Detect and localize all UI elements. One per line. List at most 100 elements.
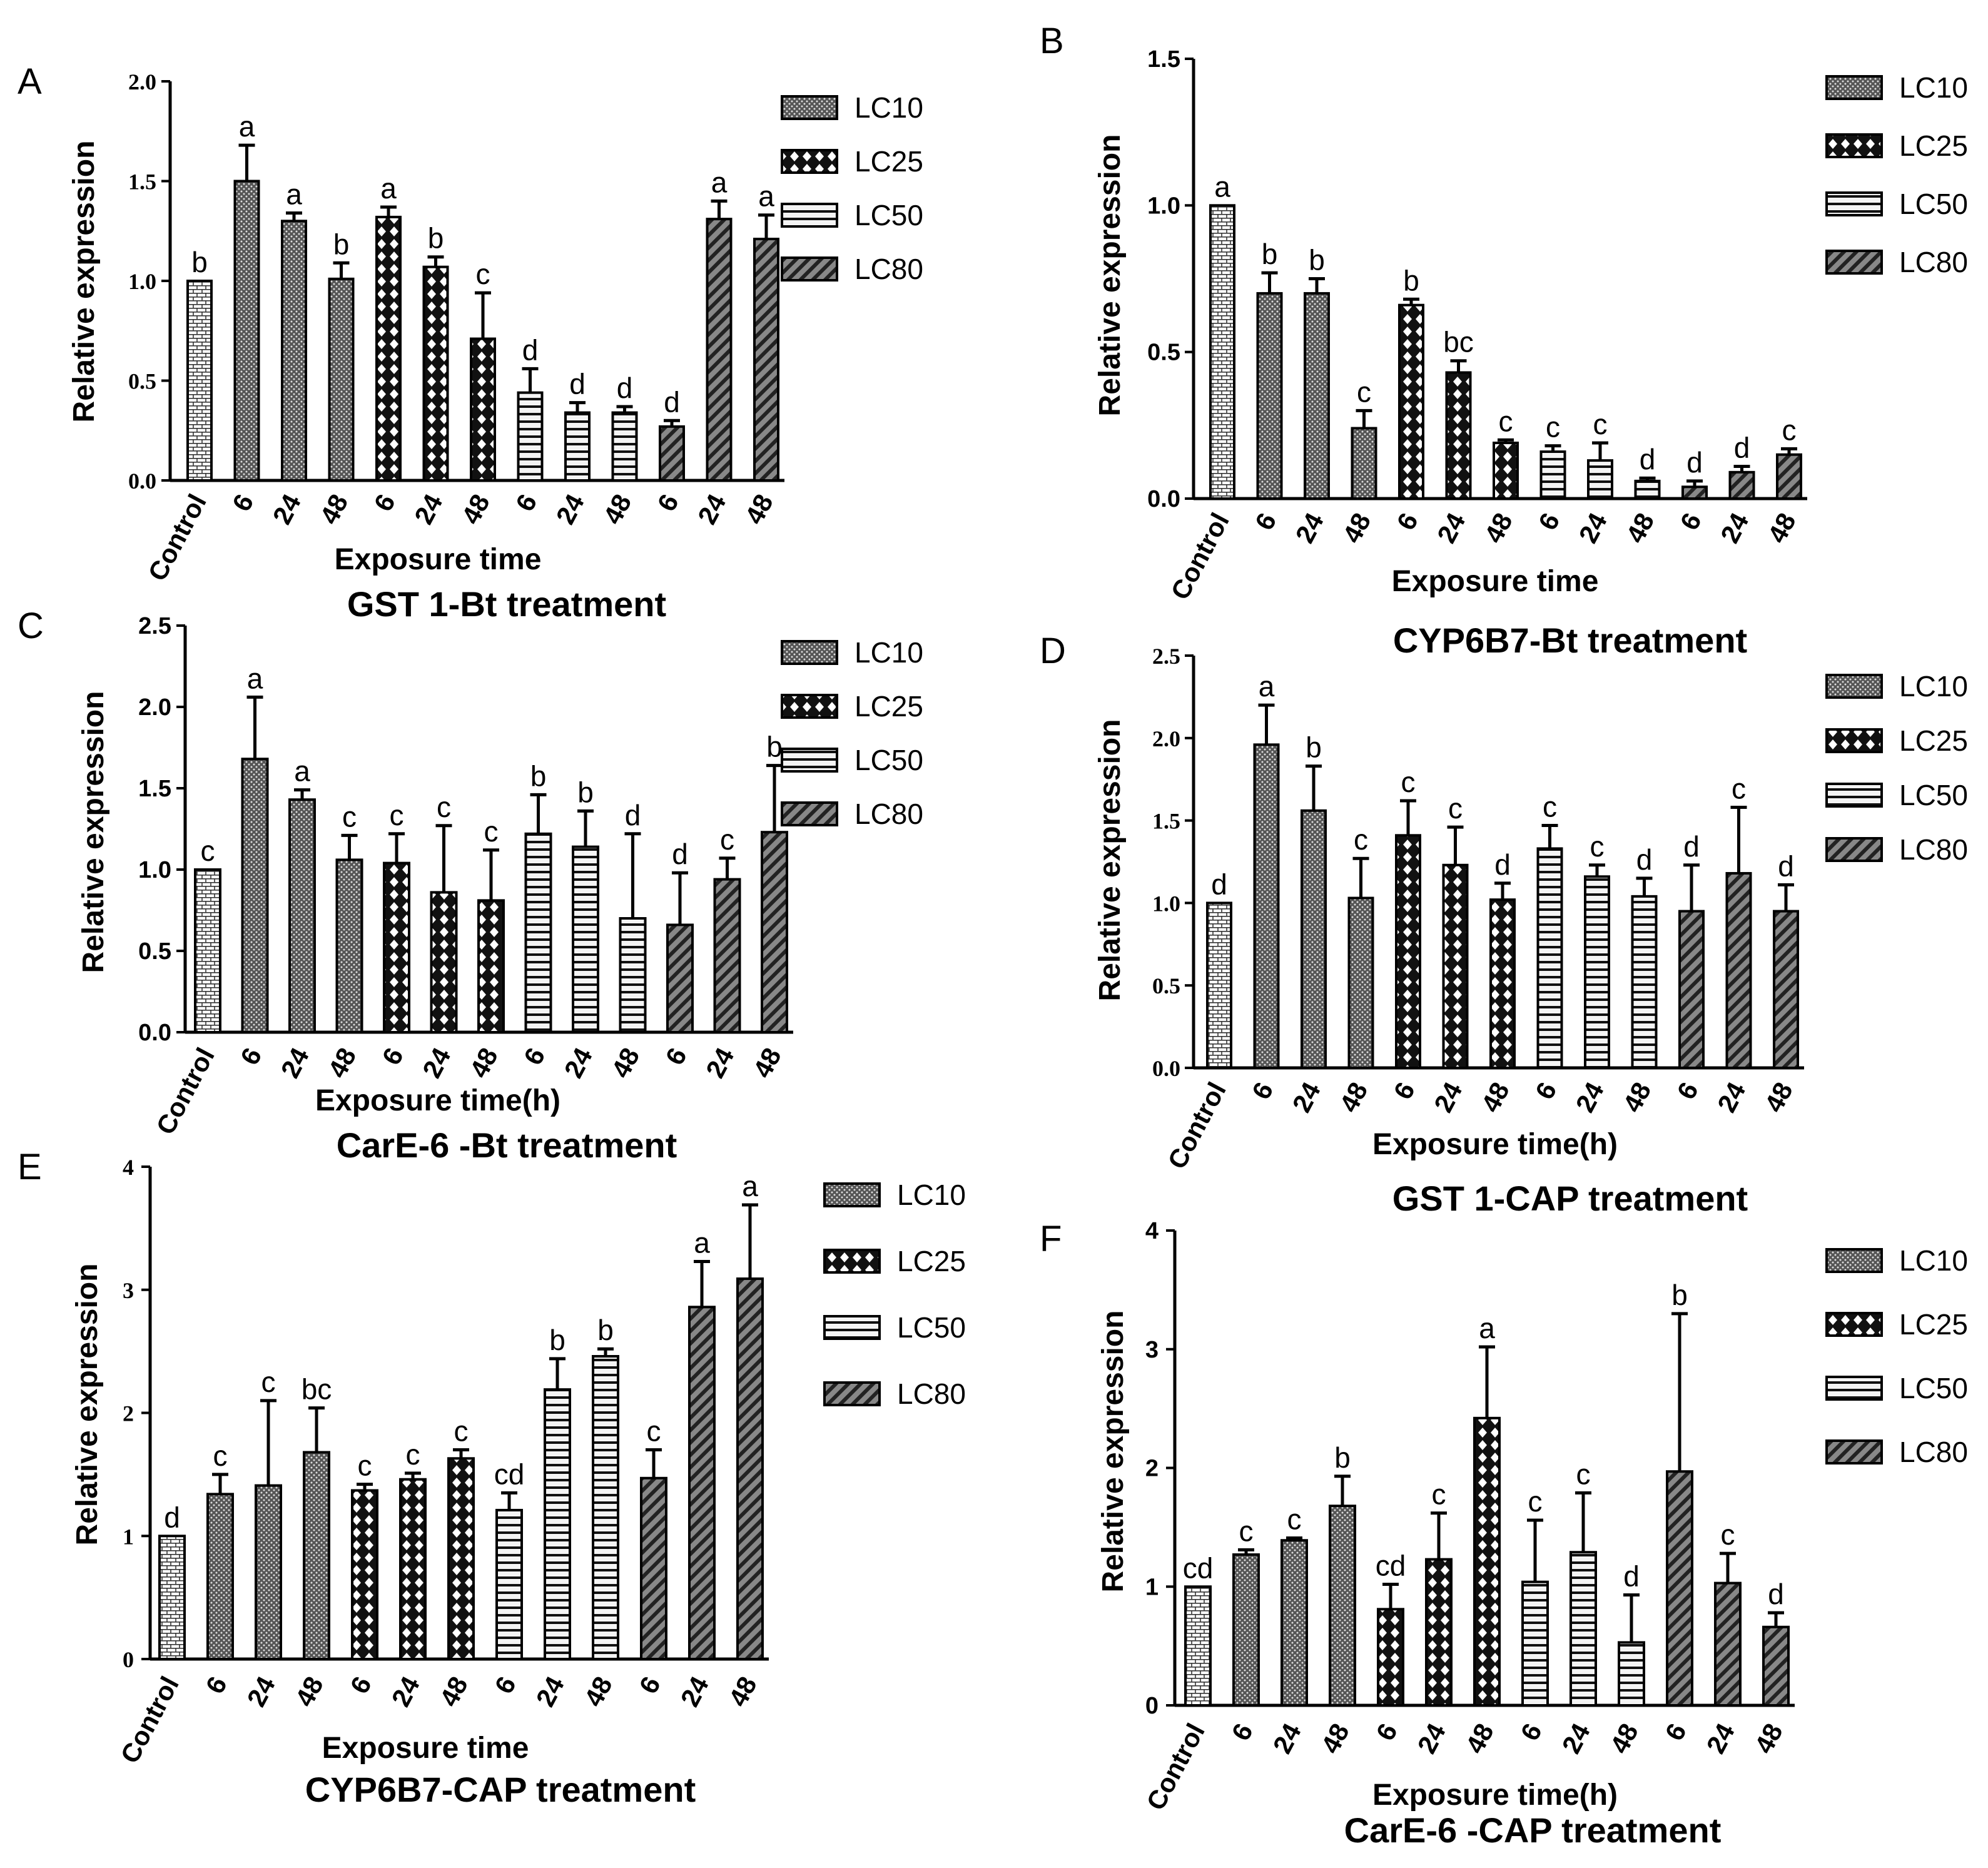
panel-d-bar	[1489, 898, 1516, 1070]
panel-a-y-axis-label: Relative expression	[68, 141, 101, 423]
panel-f-legend-label: LC80	[1899, 1436, 1968, 1468]
panel-f-significance-label: c	[1239, 1515, 1254, 1547]
panel-a-bar	[517, 391, 544, 482]
panel-e-bar	[255, 1484, 282, 1661]
panel-d-bar	[1347, 896, 1374, 1069]
panel-b-significance-label: c	[1782, 414, 1797, 446]
panel-a-ytick-label: 0.5	[128, 369, 156, 394]
panel-c-xtick-label: 24	[275, 1043, 315, 1083]
panel-f-significance-label: d	[1623, 1560, 1640, 1593]
panel-b-title: GST 1-Bt treatment	[347, 584, 666, 624]
panel-e-bar	[592, 1354, 619, 1661]
panel-b-xtick-label: 48	[1620, 508, 1660, 547]
panel-c-significance-label: d	[672, 838, 688, 870]
panel-d-bar	[1206, 901, 1232, 1070]
panel-e-ytick-label: 2	[123, 1401, 134, 1426]
panel-e-bar	[495, 1508, 523, 1661]
panel-c-bar	[241, 758, 269, 1033]
panel-d-significance-label: c	[1590, 830, 1605, 863]
panel-d-xtick-label: 24	[1287, 1077, 1327, 1117]
panel-f-significance-label: c	[1287, 1503, 1302, 1535]
panel-d-legend-label: LC10	[1899, 670, 1968, 703]
panel-e-significance-label: cd	[494, 1458, 525, 1490]
panel-a-legend-label: LC25	[855, 145, 923, 178]
panel-a-xtick-label: 24	[267, 489, 307, 529]
panel-letter-b: B	[1040, 21, 1064, 61]
panel-f-xtick-label: 48	[1605, 1718, 1644, 1758]
panel-c-xtick-label: 48	[606, 1043, 645, 1082]
panel-e-significance-label: bc	[302, 1373, 332, 1406]
panel-c-xtick-label: 24	[559, 1043, 599, 1083]
panel-d-significance-label: c	[1401, 766, 1416, 798]
panel-c-significance-label: a	[247, 662, 263, 694]
panel-d-legend-swatch-lc50	[1825, 783, 1883, 808]
panel-e-xtick-label: 24	[241, 1672, 281, 1712]
panel-a-significance-label: b	[191, 246, 208, 278]
panel-e-xtick-label: 6	[489, 1672, 521, 1698]
panel-f-xtick-label: 6	[1659, 1718, 1691, 1745]
panel-e-xtick-label: 48	[434, 1672, 474, 1711]
panel-b-legend-label: LC50	[1899, 188, 1968, 220]
panel-b-bar	[1776, 453, 1802, 500]
panel-b-xtick-label: 6	[1533, 508, 1565, 535]
panel-d-bar	[1773, 910, 1799, 1069]
panel-f-ytick-label: 1	[1145, 1574, 1159, 1600]
panel-e-y-axis-label: Relative expression	[71, 1264, 104, 1546]
panel-f-y-axis-label: Relative expression	[1097, 1311, 1130, 1593]
panel-d-xtick-label: 48	[1617, 1077, 1656, 1117]
panel-a-xtick-label: 48	[456, 489, 495, 529]
panel-letter-a: A	[18, 61, 42, 102]
panel-f-legend-label: LC10	[1899, 1244, 1968, 1277]
panel-d-bar	[1253, 743, 1280, 1069]
panel-c-ytick-label: 2.5	[138, 613, 171, 639]
panel-a-bar	[753, 238, 779, 482]
panel-e-xtick-label: 6	[344, 1672, 377, 1698]
panel-d-legend-label: LC80	[1899, 833, 1968, 866]
panel-f-significance-label: a	[1479, 1312, 1495, 1344]
panel-a-legend-label: LC80	[855, 253, 923, 285]
panel-d-xtick-label: 48	[1334, 1077, 1373, 1117]
panel-d-ytick-label: 1.0	[1152, 891, 1180, 916]
panel-e-significance-label: d	[164, 1501, 180, 1533]
panel-a-xtick-label: 48	[597, 489, 637, 529]
panel-a-ytick-label: 1.5	[128, 170, 156, 195]
panel-b-significance-label: a	[1214, 170, 1230, 203]
panel-f-ytick-label: 2	[1145, 1456, 1159, 1482]
panel-b-y-axis-label: Relative expression	[1093, 135, 1127, 417]
panel-f-bar	[1377, 1608, 1404, 1707]
panel-b-bar	[1728, 470, 1755, 500]
panel-a-bar	[470, 337, 496, 482]
panel-d-significance-label: a	[1259, 670, 1275, 703]
panel-c-xtick-label: 6	[376, 1043, 408, 1070]
panel-d-ytick-label: 0.5	[1152, 973, 1180, 998]
panel-f-ytick-label: 3	[1145, 1337, 1159, 1363]
panel-e-significance-label: c	[454, 1415, 469, 1448]
panel-b-significance-label: b	[1262, 238, 1278, 270]
panel-d-xtick-label: 6	[1246, 1077, 1279, 1104]
panel-a-xtick-label: 6	[226, 489, 259, 516]
panel-b-xtick-label: 6	[1674, 508, 1707, 535]
panel-b: B 0.00.51.01.5aControlb6b24c48b6bc24c48c…	[347, 21, 1968, 624]
panel-e-ytick-label: 1	[123, 1524, 134, 1549]
panel-f-xtick-label: 6	[1225, 1718, 1258, 1745]
panel-c-bar	[666, 923, 694, 1034]
panel-d-xtick-label: 24	[1570, 1077, 1610, 1117]
panel-a-legend-swatch-lc25	[781, 149, 838, 174]
panel-c-ytick-label: 1.5	[138, 776, 171, 802]
panel-a-significance-label: a	[380, 172, 397, 205]
panel-f-xtick-label: 6	[1514, 1718, 1547, 1745]
panel-d-significance-label: c	[1448, 792, 1463, 825]
panel-f-xtick-label: 24	[1556, 1718, 1596, 1759]
panel-e-xtick-label: 6	[633, 1672, 666, 1698]
panel-e-xtick-label: Control	[114, 1672, 185, 1768]
panel-f-xtick-label: 48	[1316, 1718, 1355, 1758]
panel-d-legend-label: LC50	[1899, 779, 1968, 811]
panel-a-bar	[233, 180, 260, 482]
panel-a-significance-label: a	[239, 110, 255, 143]
panel-f-significance-label: c	[1528, 1485, 1543, 1518]
panel-e-significance-label: c	[358, 1449, 372, 1482]
panel-b-legend-swatch-lc50	[1825, 191, 1883, 216]
panel-d-xtick-label: 6	[1671, 1077, 1703, 1104]
panel-b-ytick-label: 0.5	[1147, 340, 1180, 366]
panel-b-bar	[1634, 479, 1661, 500]
